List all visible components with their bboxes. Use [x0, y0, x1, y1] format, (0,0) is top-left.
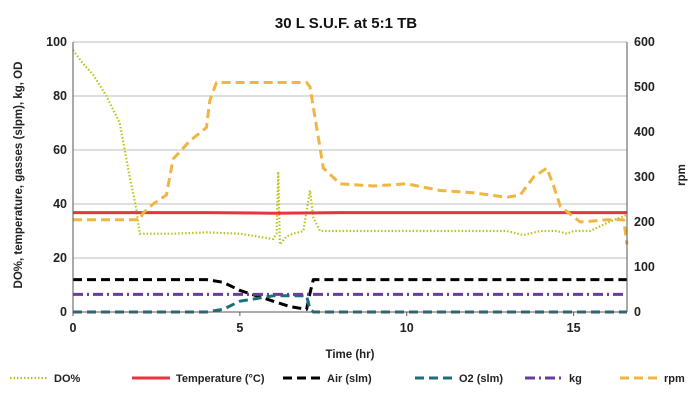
legend-item: DO%: [10, 373, 81, 385]
series-line-air-slm: [73, 278, 627, 311]
x-axis-label: Time (hr): [326, 349, 375, 361]
y-tick-label: 80: [53, 89, 67, 103]
y2-tick-label: 100: [634, 260, 655, 274]
y-tick-label: 20: [53, 251, 67, 265]
legend-label: rpm: [664, 373, 685, 385]
x-tick-label: 5: [236, 321, 243, 335]
legend-item: kg: [525, 373, 582, 385]
y2-tick-label: 400: [634, 125, 655, 139]
chart-title: 30 L S.U.F. at 5:1 TB: [275, 15, 417, 32]
y-tick-label: 60: [53, 143, 67, 157]
legend-label: O2 (slm): [459, 373, 503, 385]
y2-tick-label: 500: [634, 80, 655, 94]
legend-label: DO%: [54, 373, 81, 385]
series-line-do: [72, 49, 628, 246]
axes: [72, 42, 628, 316]
tick-labels: 0 20 40 60 80 100 0 100 200 300 400 500 600 0 5 10 15: [46, 35, 655, 335]
series-line-o2-slm: [73, 294, 627, 314]
grid-lines: [73, 41, 627, 259]
y2-tick-label: 300: [634, 170, 655, 184]
y2-tick-label: 600: [634, 35, 655, 49]
legend-label: Air (slm): [327, 373, 372, 385]
plot-area: [72, 49, 629, 314]
y-tick-label: 40: [53, 197, 67, 211]
y2-tick-label: 0: [634, 305, 641, 319]
series-line-temperature-c: [73, 211, 627, 215]
x-tick-label: 10: [400, 321, 414, 335]
legend-item: Air (slm): [283, 373, 372, 385]
legend-item: Temperature (°C): [132, 373, 265, 385]
x-tick-label: 15: [567, 321, 581, 335]
y2-tick-label: 200: [634, 215, 655, 229]
legend-label: kg: [569, 373, 582, 385]
x-tick-label: 0: [70, 321, 77, 335]
legend-label: Temperature (°C): [176, 373, 265, 385]
y-tick-label: 0: [60, 305, 67, 319]
y-tick-label: 100: [46, 35, 67, 49]
legend-item: O2 (slm): [415, 373, 503, 385]
series-line-rpm: [73, 81, 629, 245]
y2-axis-label: rpm: [676, 164, 688, 186]
legend: DO% Temperature (°C) Air (slm) O2 (slm) kg rp…: [10, 373, 685, 385]
y-axis-label: DO%, temperature, gasses (slpm), kg, OD: [13, 62, 25, 289]
legend-item: rpm: [620, 373, 685, 385]
